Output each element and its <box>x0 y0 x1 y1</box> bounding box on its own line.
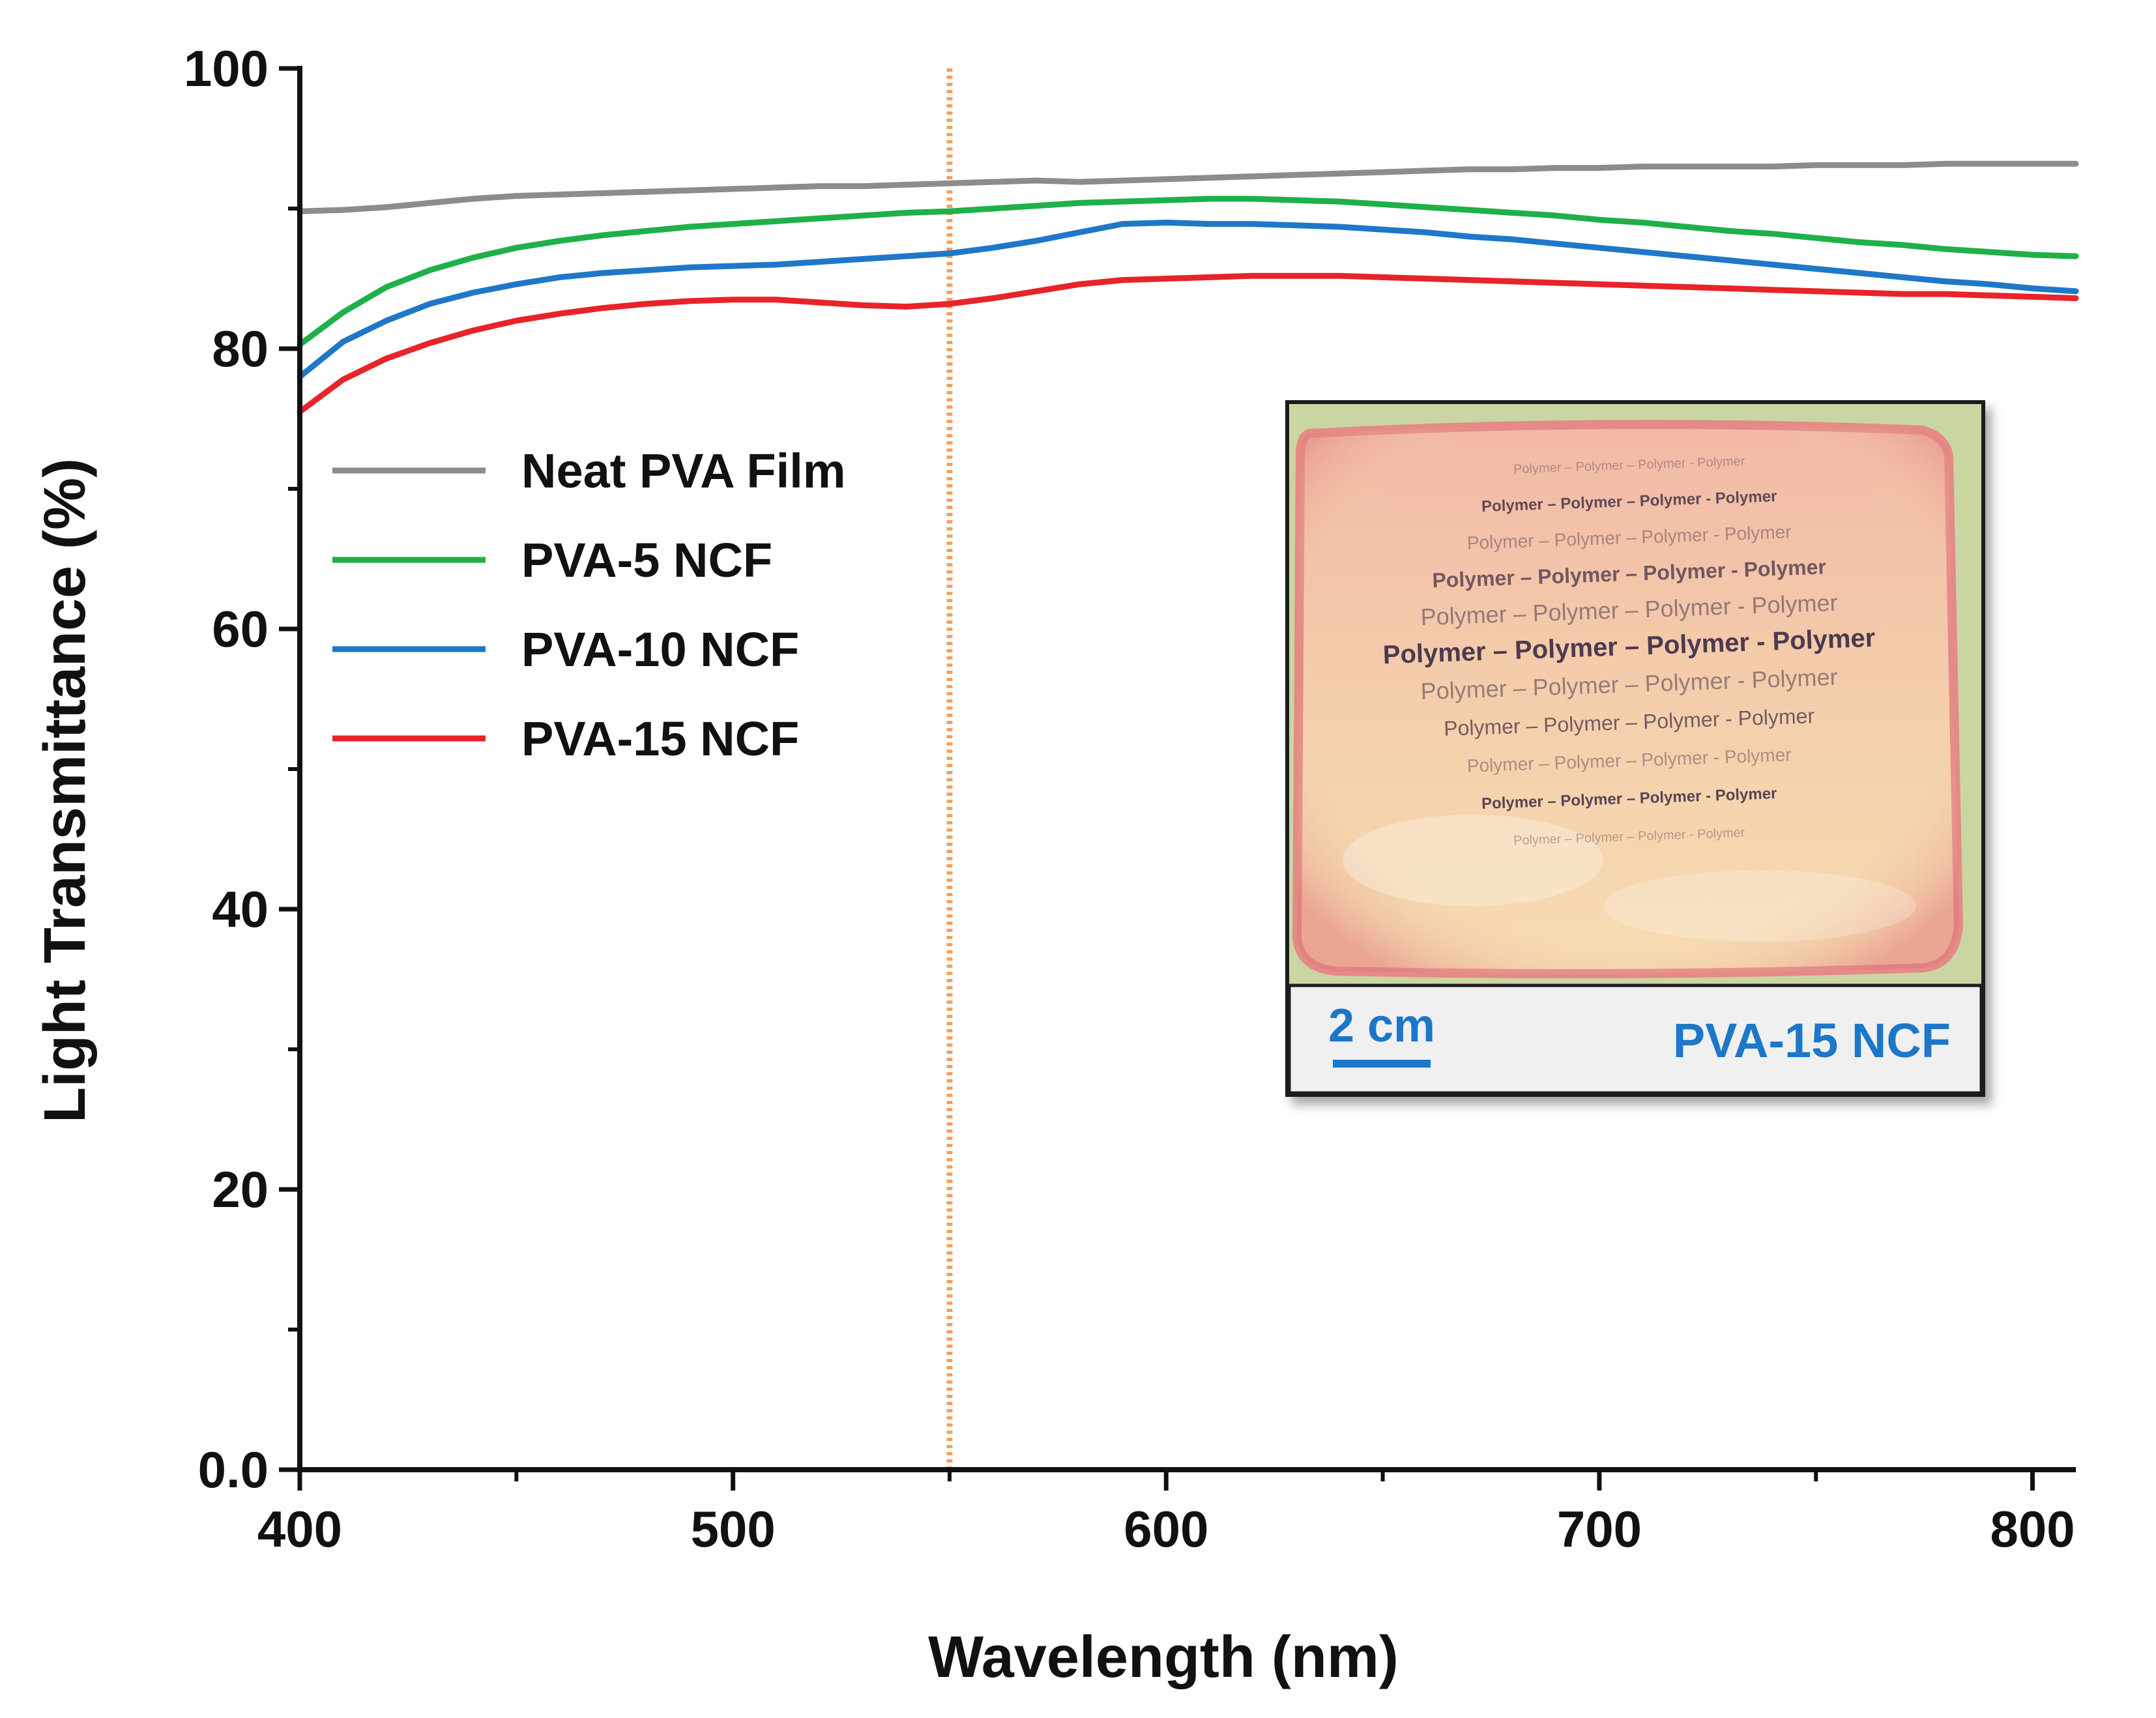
series-line-1 <box>297 160 2079 214</box>
x-tick-label: 700 <box>1557 1500 1642 1558</box>
film-glare <box>1603 870 1916 942</box>
ticks-layer: 400 500 600 700 800 0.0 20 40 60 80 100 <box>184 40 2075 1558</box>
y-tick-label: 100 <box>184 40 269 97</box>
series-line-2 <box>297 196 2079 348</box>
y-tick-label: 0.0 <box>198 1441 269 1498</box>
legend: Neat PVA Film PVA-5 NCF PVA-10 NCF PVA-15 N… <box>332 444 846 766</box>
x-axis-title: Wavelength (nm) <box>928 1625 1399 1690</box>
series-line-4 <box>297 272 2079 415</box>
y-tick-label: 40 <box>212 881 269 938</box>
y-tick-label: 80 <box>212 320 269 377</box>
inset-photo: Polymer – Polymer – Polymer - PolymerPol… <box>1285 400 1985 1097</box>
legend-label-1: Neat PVA Film <box>521 444 846 498</box>
legend-label-3: PVA-10 NCF <box>521 622 799 677</box>
film-glare <box>1343 815 1603 906</box>
legend-label-2: PVA-5 NCF <box>521 533 772 587</box>
inset-caption-bar <box>1287 983 1983 1095</box>
inset-caption: PVA-15 NCF <box>1673 1013 1951 1068</box>
x-tick-label: 400 <box>257 1500 342 1558</box>
x-tick-label: 600 <box>1124 1500 1208 1558</box>
series-layer <box>297 160 2079 415</box>
y-axis-title: Light Transmittance (%) <box>33 458 98 1123</box>
y-tick-label: 60 <box>212 600 269 658</box>
legend-label-4: PVA-15 NCF <box>521 712 799 766</box>
x-tick-label: 500 <box>691 1500 776 1558</box>
series-line-3 <box>297 220 2079 380</box>
scale-bar-label: 2 cm <box>1328 1000 1435 1052</box>
x-tick-label: 800 <box>1990 1500 2075 1558</box>
y-tick-label: 20 <box>212 1161 269 1218</box>
